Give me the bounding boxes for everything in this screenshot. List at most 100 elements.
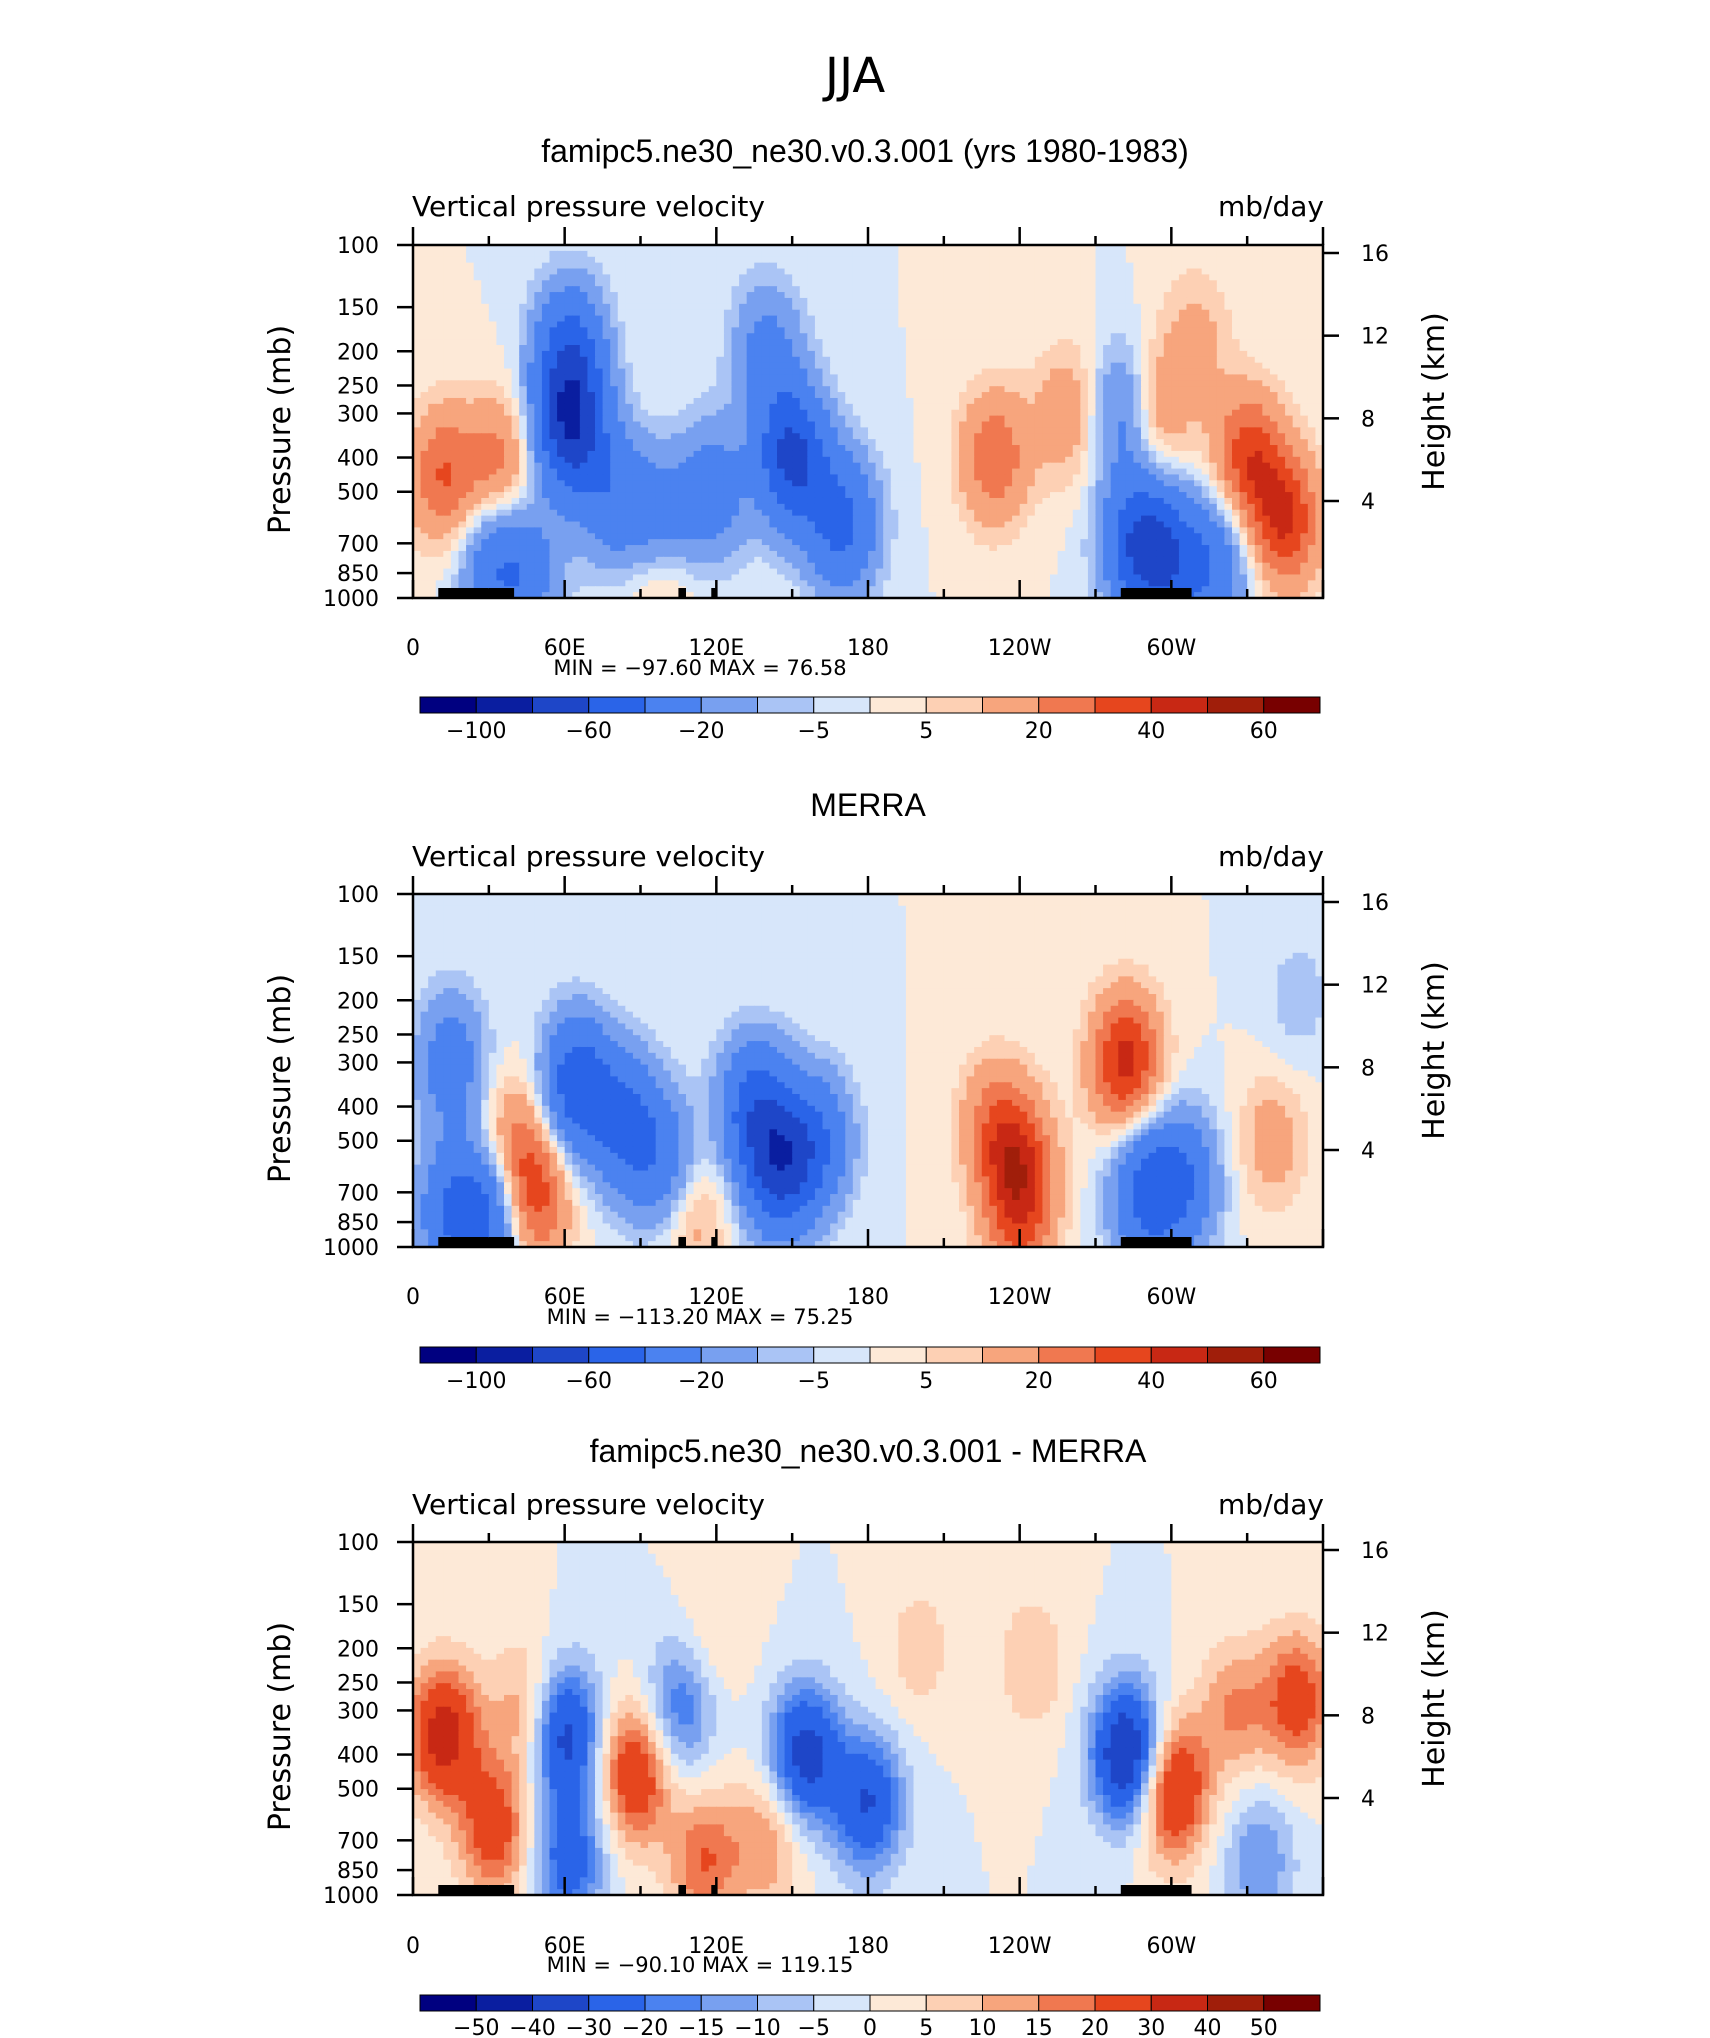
field-cell: [579, 327, 589, 334]
field-cell: [526, 292, 535, 299]
field-cell: [1178, 397, 1188, 405]
field-cell: [1224, 256, 1233, 264]
field-cell: [511, 321, 520, 328]
field-cell: [807, 468, 816, 476]
field-cell: [1141, 256, 1150, 264]
field-cell: [1269, 380, 1279, 387]
field-cell: [974, 403, 983, 411]
field-cell: [913, 439, 922, 446]
field-cell: [898, 374, 907, 381]
field-cell: [670, 292, 680, 299]
field-cell: [913, 339, 922, 346]
field-cell: [1118, 250, 1127, 258]
field-cell: [534, 386, 543, 393]
field-cell: [739, 350, 748, 358]
field-cell: [1171, 362, 1180, 370]
field-cell: [572, 256, 581, 264]
field-cell: [1194, 397, 1203, 405]
field-cell: [526, 486, 535, 493]
field-cell: [420, 456, 429, 464]
field-cell: [473, 392, 482, 399]
field-cell: [655, 262, 664, 270]
field-cell: [420, 315, 429, 323]
field-cell: [519, 421, 528, 428]
field-cell: [974, 468, 983, 476]
field-cell: [890, 280, 899, 287]
field-cell: [557, 421, 566, 428]
field-cell: [640, 480, 649, 487]
field-cell: [564, 350, 573, 358]
field-cell: [777, 362, 786, 370]
field-cell: [1171, 350, 1180, 358]
field-cell: [435, 315, 444, 323]
field-cell: [670, 315, 680, 323]
field-cell: [413, 274, 422, 281]
field-cell: [413, 462, 422, 470]
field-cell: [504, 274, 513, 281]
field-cell: [1277, 286, 1286, 293]
field-cell: [1125, 392, 1135, 399]
field-cell: [1019, 439, 1028, 446]
field-cell: [519, 462, 528, 470]
field-cell: [511, 433, 520, 440]
field-cell: [814, 409, 824, 417]
field-cell: [1027, 245, 1036, 252]
field-cell: [1141, 327, 1150, 334]
field-cell: [1239, 433, 1248, 440]
field-cell: [792, 380, 801, 387]
field-cell: [443, 380, 452, 387]
field-cell: [1080, 297, 1089, 305]
field-cell: [625, 368, 634, 376]
field-cell: [921, 468, 930, 476]
field-cell: [845, 403, 854, 411]
field-cell: [928, 256, 937, 264]
field-cell: [557, 480, 566, 487]
field-cell: [610, 368, 619, 376]
field-cell: [746, 427, 755, 434]
field-cell: [1269, 339, 1279, 346]
field-cell: [905, 362, 915, 370]
field-cell: [632, 415, 642, 423]
field-cell: [1300, 250, 1309, 258]
field-cell: [754, 427, 763, 434]
field-cell: [951, 456, 960, 464]
field-cell: [830, 286, 839, 293]
field-cell: [1133, 309, 1142, 317]
field-cell: [648, 292, 657, 299]
field-cell: [610, 274, 619, 281]
field-cell: [1095, 327, 1104, 334]
field-cell: [807, 433, 816, 440]
field-cell: [450, 474, 460, 481]
field-cell: [1163, 345, 1172, 352]
field-cell: [511, 245, 520, 252]
field-cell: [488, 450, 498, 458]
field-cell: [898, 268, 907, 276]
field-cell: [731, 368, 740, 376]
field-cell: [458, 292, 467, 299]
field-cell: [1163, 327, 1172, 334]
field-cell: [1254, 268, 1263, 276]
field-cell: [860, 280, 869, 287]
field-cell: [769, 350, 778, 358]
field-cell: [928, 262, 937, 270]
field-cell: [564, 374, 573, 381]
field-cell: [541, 474, 551, 481]
field-cell: [754, 386, 763, 393]
field-cell: [632, 327, 642, 334]
field-cell: [564, 250, 573, 258]
field-cell: [413, 368, 422, 376]
field-cell: [1095, 462, 1104, 470]
field-cell: [1224, 474, 1233, 481]
field-cell: [1307, 315, 1317, 323]
field-cell: [1012, 262, 1021, 270]
field-cell: [1125, 274, 1135, 281]
field-cell: [632, 303, 642, 311]
field-cell: [481, 280, 490, 287]
field-cell: [845, 256, 854, 264]
field-cell: [504, 333, 513, 340]
field-cell: [1156, 274, 1165, 281]
field-cell: [458, 433, 467, 440]
field-cell: [830, 327, 839, 334]
field-cell: [1087, 397, 1097, 405]
field-cell: [1262, 303, 1271, 311]
